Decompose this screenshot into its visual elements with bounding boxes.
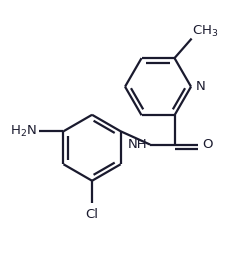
Text: N: N (196, 80, 206, 93)
Text: H$_2$N: H$_2$N (10, 124, 36, 139)
Text: Cl: Cl (86, 208, 98, 221)
Text: O: O (203, 138, 213, 151)
Text: NH: NH (128, 138, 148, 151)
Text: CH$_3$: CH$_3$ (192, 23, 218, 39)
